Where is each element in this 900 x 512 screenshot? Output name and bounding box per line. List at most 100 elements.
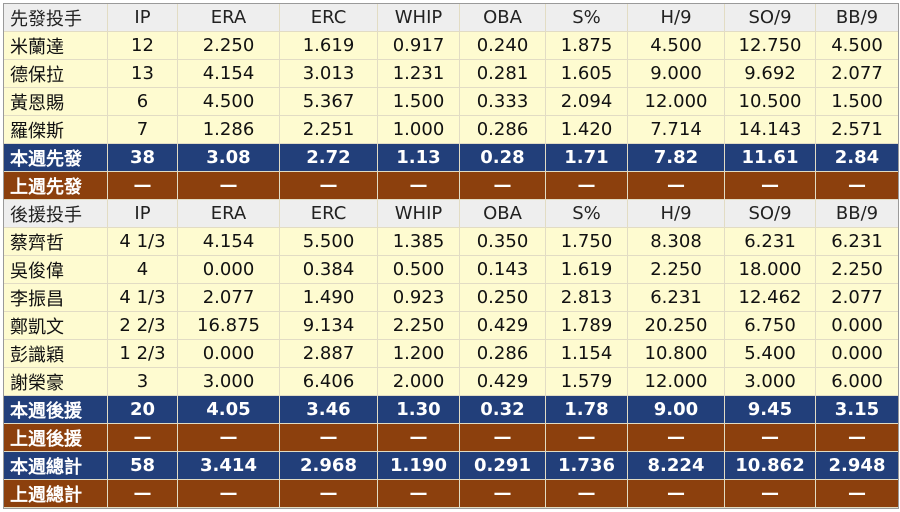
stat-cell: 1.500 bbox=[378, 88, 460, 116]
stat-cell: 1.231 bbox=[378, 60, 460, 88]
stat-cell: 1.750 bbox=[546, 228, 628, 256]
player-name: 羅傑斯 bbox=[4, 116, 108, 144]
summary-stat-cell: — bbox=[725, 424, 816, 452]
stat-cell: 12.000 bbox=[628, 88, 725, 116]
player-name: 謝榮豪 bbox=[4, 368, 108, 396]
stat-cell: 1.605 bbox=[546, 60, 628, 88]
summary-stat-cell: — bbox=[816, 172, 898, 200]
summary-stat-cell: 38 bbox=[108, 144, 178, 172]
column-header: WHIP bbox=[378, 200, 460, 228]
relievers-this-week-row: 本週後援 20 4.05 3.46 1.30 0.32 1.78 9.00 9.45 3.15 bbox=[4, 396, 898, 424]
player-name: 鄭凱文 bbox=[4, 312, 108, 340]
stat-cell: 0.000 bbox=[816, 312, 898, 340]
column-header: H/9 bbox=[628, 200, 725, 228]
stat-cell: 6.231 bbox=[628, 284, 725, 312]
stat-cell: 1.200 bbox=[378, 340, 460, 368]
stat-cell: 14.143 bbox=[725, 116, 816, 144]
stat-cell: 13 bbox=[108, 60, 178, 88]
stat-cell: 0.350 bbox=[460, 228, 546, 256]
stat-cell: 2.077 bbox=[816, 284, 898, 312]
stat-cell: 0.000 bbox=[816, 340, 898, 368]
player-row: 謝榮豪 3 3.000 6.406 2.000 0.429 1.579 12.000 3.000… bbox=[4, 368, 898, 396]
section-title: 後援投手 bbox=[4, 200, 108, 228]
stat-cell: 2.250 bbox=[628, 256, 725, 284]
player-row: 蔡齊哲 4 1/3 4.154 5.500 1.385 0.350 1.750 8.308 6.… bbox=[4, 228, 898, 256]
starters-header-row: 先發投手 IP ERA ERC WHIP OBA S% H/9 SO/9 BB/9 bbox=[4, 4, 898, 32]
summary-stat-cell: — bbox=[178, 424, 280, 452]
stat-cell: 4.154 bbox=[178, 228, 280, 256]
stat-cell: 3 bbox=[108, 368, 178, 396]
column-header: ERA bbox=[178, 4, 280, 32]
stat-cell: 2.077 bbox=[178, 284, 280, 312]
stat-cell: 4.500 bbox=[178, 88, 280, 116]
summary-stat-cell: 8.224 bbox=[628, 452, 725, 480]
totals-this-week-row: 本週總計 58 3.414 2.968 1.190 0.291 1.736 8.224 10.8… bbox=[4, 452, 898, 480]
stat-cell: 10.800 bbox=[628, 340, 725, 368]
column-header: SO/9 bbox=[725, 4, 816, 32]
player-name: 德保拉 bbox=[4, 60, 108, 88]
stat-cell: 1.619 bbox=[546, 256, 628, 284]
stat-cell: 2 2/3 bbox=[108, 312, 178, 340]
summary-stat-cell: 11.61 bbox=[725, 144, 816, 172]
starters-last-week-row: 上週先發 — — — — — — — — — bbox=[4, 172, 898, 200]
column-header: BB/9 bbox=[816, 4, 898, 32]
player-row: 德保拉 13 4.154 3.013 1.231 0.281 1.605 9.000 9.692… bbox=[4, 60, 898, 88]
summary-stat-cell: — bbox=[108, 480, 178, 508]
stat-cell: 18.000 bbox=[725, 256, 816, 284]
summary-stat-cell: — bbox=[816, 480, 898, 508]
summary-stat-cell: — bbox=[460, 172, 546, 200]
stat-cell: 0.384 bbox=[280, 256, 378, 284]
summary-stat-cell: 3.08 bbox=[178, 144, 280, 172]
stat-cell: 0.923 bbox=[378, 284, 460, 312]
stat-cell: 0.143 bbox=[460, 256, 546, 284]
stat-cell: 1.619 bbox=[280, 32, 378, 60]
column-header: ERC bbox=[280, 4, 378, 32]
summary-stat-cell: — bbox=[178, 480, 280, 508]
summary-stat-cell: — bbox=[816, 424, 898, 452]
column-header: ERA bbox=[178, 200, 280, 228]
summary-stat-cell: 3.414 bbox=[178, 452, 280, 480]
stat-cell: 1.875 bbox=[546, 32, 628, 60]
stat-cell: 5.500 bbox=[280, 228, 378, 256]
stat-cell: 6.231 bbox=[816, 228, 898, 256]
summary-stat-cell: 1.78 bbox=[546, 396, 628, 424]
summary-label: 上週先發 bbox=[4, 172, 108, 200]
summary-stat-cell: 2.72 bbox=[280, 144, 378, 172]
stat-cell: 12.462 bbox=[725, 284, 816, 312]
stat-cell: 2.250 bbox=[378, 312, 460, 340]
summary-stat-cell: 3.46 bbox=[280, 396, 378, 424]
stat-cell: 12 bbox=[108, 32, 178, 60]
stat-cell: 0.500 bbox=[378, 256, 460, 284]
summary-stat-cell: — bbox=[460, 424, 546, 452]
stat-cell: 0.429 bbox=[460, 312, 546, 340]
player-row: 李振昌 4 1/3 2.077 1.490 0.923 0.250 2.813 6.231 12… bbox=[4, 284, 898, 312]
relievers-last-week-row: 上週後援 — — — — — — — — — bbox=[4, 424, 898, 452]
stat-cell: 0.240 bbox=[460, 32, 546, 60]
summary-stat-cell: — bbox=[628, 424, 725, 452]
summary-label: 上週後援 bbox=[4, 424, 108, 452]
column-header: H/9 bbox=[628, 4, 725, 32]
stat-cell: 1 2/3 bbox=[108, 340, 178, 368]
stat-cell: 16.875 bbox=[178, 312, 280, 340]
stat-cell: 2.094 bbox=[546, 88, 628, 116]
column-header: OBA bbox=[460, 4, 546, 32]
stat-cell: 3.000 bbox=[725, 368, 816, 396]
summary-stat-cell: 20 bbox=[108, 396, 178, 424]
summary-label: 本週總計 bbox=[4, 452, 108, 480]
stat-cell: 4 bbox=[108, 256, 178, 284]
stat-cell: 7 bbox=[108, 116, 178, 144]
summary-stat-cell: — bbox=[108, 172, 178, 200]
summary-stat-cell: 3.15 bbox=[816, 396, 898, 424]
summary-stat-cell: 2.948 bbox=[816, 452, 898, 480]
stat-cell: 2.813 bbox=[546, 284, 628, 312]
stat-cell: 9.134 bbox=[280, 312, 378, 340]
stat-cell: 6.000 bbox=[816, 368, 898, 396]
player-row: 黃恩賜 6 4.500 5.367 1.500 0.333 2.094 12.000 10.50… bbox=[4, 88, 898, 116]
summary-stat-cell: 1.30 bbox=[378, 396, 460, 424]
stat-cell: 2.077 bbox=[816, 60, 898, 88]
summary-stat-cell: — bbox=[628, 172, 725, 200]
column-header: S% bbox=[546, 4, 628, 32]
stat-cell: 1.500 bbox=[816, 88, 898, 116]
stat-cell: 8.308 bbox=[628, 228, 725, 256]
summary-stat-cell: — bbox=[280, 172, 378, 200]
